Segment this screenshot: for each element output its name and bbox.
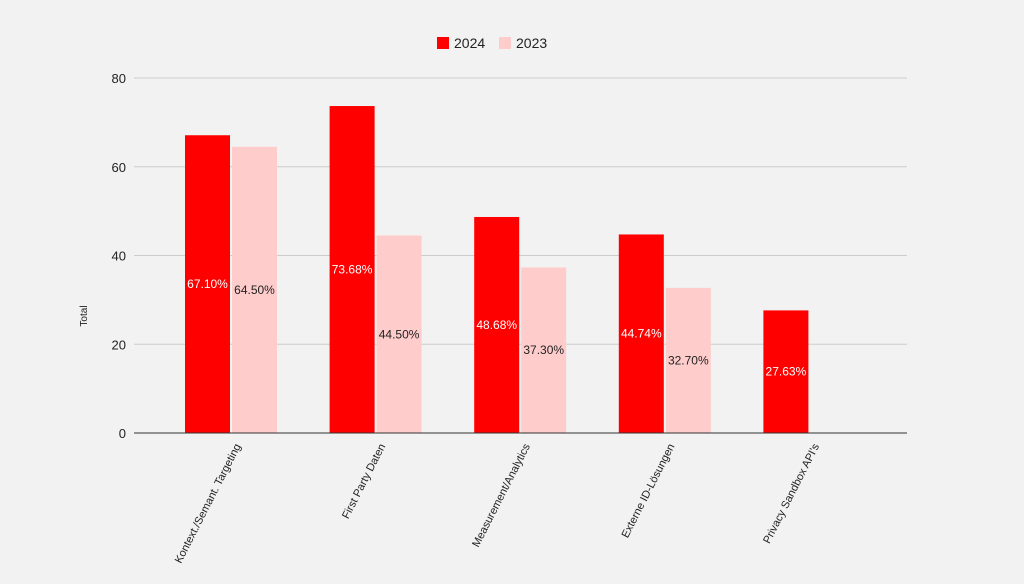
y-tick-label: 20 [112, 337, 126, 352]
y-axis-title: Total [79, 305, 90, 326]
bar-2024 [474, 216, 520, 433]
bars: 67.10% 64.50% 73.68% 44.50% 48.68% 37.30% 44.7… [185, 106, 809, 434]
x-category-label: Measurement/Analytics [470, 441, 533, 549]
x-axis-labels: Kontext./Semant. Targeting First Party Da… [173, 441, 822, 565]
x-category-label: Kontext./Semant. Targeting [173, 442, 244, 566]
bar-2024 [763, 310, 809, 433]
y-tick-label: 60 [112, 160, 126, 175]
bar-2023 [521, 267, 567, 433]
bar-2024 [618, 234, 664, 433]
legend-swatch [437, 37, 449, 49]
bar-2023 [376, 235, 422, 433]
data-label: 67.10% [187, 277, 228, 291]
data-label: 64.50% [234, 283, 275, 297]
legend-label: 2024 [454, 35, 485, 51]
legend: 2024 2023 [437, 35, 547, 51]
bar-2024 [185, 135, 230, 433]
data-label: 44.50% [379, 327, 420, 341]
bar-2023 [232, 146, 277, 433]
data-label: 48.68% [476, 318, 517, 332]
x-category-label: First Party Daten [340, 442, 388, 521]
x-category-label: Externe ID-Lösungen [620, 442, 678, 540]
y-tick-label: 40 [112, 249, 126, 264]
y-tick-label: 80 [112, 71, 126, 86]
bar-2024 [329, 106, 375, 434]
legend-label: 2023 [516, 35, 547, 51]
y-axis-ticks: 0 20 40 60 80 [112, 71, 126, 441]
data-label: 73.68% [332, 263, 373, 277]
data-label: 27.63% [766, 365, 807, 379]
bar-2023 [665, 287, 711, 433]
x-category-label: Privacy Sandbox API's [761, 441, 822, 545]
y-tick-label: 0 [119, 426, 126, 441]
data-label: 32.70% [668, 353, 709, 367]
legend-swatch [499, 37, 511, 49]
data-label: 44.74% [621, 327, 662, 341]
data-label: 37.30% [523, 343, 564, 357]
